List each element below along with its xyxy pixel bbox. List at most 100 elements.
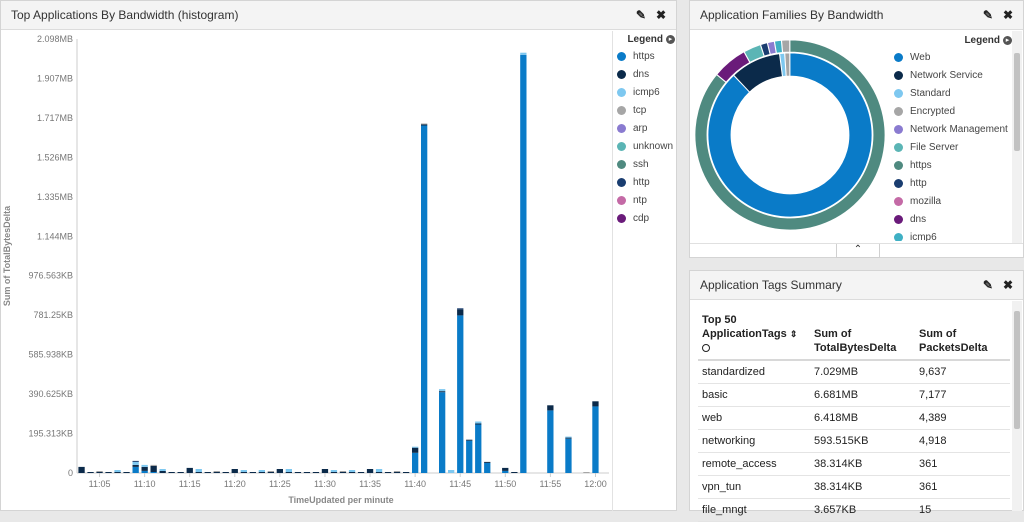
legend-item[interactable]: Encrypted: [894, 102, 1012, 120]
bar-segment-dns: [439, 391, 446, 393]
bar-segment-dns: [330, 472, 338, 473]
bar-segment-icmp6: [412, 446, 419, 448]
collapse-chevron-up-icon[interactable]: ⌃: [836, 244, 880, 258]
histogram-legend: Legend ▸ https dns icmp6 tcp arp unknown ssh ht…: [617, 31, 677, 227]
bar-segment-https: [457, 315, 464, 473]
table-row[interactable]: basic 6.681MB 7,177: [698, 383, 1010, 407]
legend-item[interactable]: tcp: [617, 101, 677, 119]
close-icon[interactable]: ✖: [1002, 8, 1013, 22]
edit-pencil-icon[interactable]: ✎: [982, 8, 993, 22]
bar-segment-dns: [366, 469, 374, 473]
table-row[interactable]: remote_access 38.314KB 361: [698, 452, 1010, 476]
table-cell-tag: vpn_tun: [698, 475, 810, 499]
outer-ring-slice[interactable]: [694, 39, 886, 231]
legend-label: tcp: [633, 104, 647, 116]
bar-segment-dns: [547, 405, 554, 411]
bar-segment-dns: [159, 471, 166, 473]
legend-swatch: [894, 52, 903, 62]
legend-item[interactable]: Network Management: [894, 120, 1012, 138]
table-cell-bytes: 38.314KB: [810, 475, 915, 499]
legend-swatch: [617, 195, 626, 205]
y-tick-label: 390.625KB: [28, 389, 73, 399]
bar-segment-dns: [195, 472, 202, 473]
bar-segment-dns: [285, 472, 292, 473]
table-row[interactable]: standardized 7.029MB 9,637: [698, 360, 1010, 384]
legend-toggle-icon[interactable]: ▸: [666, 34, 675, 44]
families-legend: Legend ▸ Web Network Service Standard Encry…: [894, 31, 1012, 241]
bar-segment-tcp: [339, 471, 347, 472]
bar-segment-dns: [78, 466, 85, 473]
table-scrollbar[interactable]: [1012, 301, 1022, 511]
table-row[interactable]: vpn_tun 38.314KB 361: [698, 475, 1010, 499]
close-icon[interactable]: ✖: [655, 8, 666, 22]
legend-item[interactable]: https: [617, 47, 677, 65]
table-cell-tag: remote_access: [698, 452, 810, 476]
edit-pencil-icon[interactable]: ✎: [982, 278, 993, 292]
bar-segment-dns: [457, 309, 464, 316]
legend-item[interactable]: ntp: [617, 191, 677, 209]
legend-item[interactable]: icmp6: [894, 228, 1012, 241]
legend-label: https: [910, 159, 932, 171]
search-icon[interactable]: [702, 344, 710, 352]
legend-item[interactable]: File Server: [894, 138, 1012, 156]
outer-ring-slice[interactable]: [781, 39, 791, 53]
bar-segment-dns: [186, 467, 193, 473]
table-cell-packets: 361: [915, 475, 1010, 499]
edit-pencil-icon[interactable]: ✎: [635, 8, 646, 22]
legend-label: File Server: [910, 141, 959, 153]
table-row[interactable]: file_mngt 3.657KB 15: [698, 498, 1010, 522]
bar-segment-icmp6: [348, 470, 356, 472]
x-tick-label: 11:35: [359, 479, 381, 489]
table-cell-bytes: 38.314KB: [810, 452, 915, 476]
legend-label: icmp6: [910, 231, 937, 242]
legend-item[interactable]: mozilla: [894, 192, 1012, 210]
close-icon[interactable]: ✖: [1002, 278, 1013, 292]
legend-item[interactable]: ssh: [617, 155, 677, 173]
sort-icon[interactable]: ⇕: [789, 329, 798, 339]
legend-swatch: [617, 159, 626, 169]
bar-segment-icmp6: [375, 469, 383, 472]
legend-label: mozilla: [910, 195, 942, 207]
bar-segment-dns: [168, 472, 175, 473]
legend-item[interactable]: arp: [617, 119, 677, 137]
legend-item[interactable]: http: [617, 173, 677, 191]
scroll-thumb[interactable]: [1014, 311, 1020, 429]
column-header-bytes[interactable]: Sum of TotalBytesDelta: [810, 313, 915, 361]
legend-item[interactable]: unknown: [617, 137, 677, 155]
table-row[interactable]: web 6.418MB 4,389: [698, 406, 1010, 430]
legend-item[interactable]: cdp: [617, 209, 677, 227]
table-row[interactable]: networking 593.515KB 4,918: [698, 429, 1010, 453]
inner-ring-slice[interactable]: [707, 52, 873, 218]
legend-item[interactable]: Standard: [894, 84, 1012, 102]
legend-swatch: [617, 213, 626, 223]
column-header-tags[interactable]: Top 50 ApplicationTags ⇕: [698, 313, 810, 361]
x-tick-label: 11:15: [179, 479, 201, 489]
legend-swatch: [617, 87, 626, 97]
legend-item[interactable]: https: [894, 156, 1012, 174]
legend-item[interactable]: Network Service: [894, 66, 1012, 84]
legend-label: http: [633, 176, 650, 188]
bar-segment-dns: [592, 401, 599, 407]
legend-label: ntp: [633, 194, 647, 206]
bar-segment-tcp: [393, 471, 401, 472]
inner-ring-slice[interactable]: [784, 52, 791, 77]
table-cell-bytes: 593.515KB: [810, 429, 915, 453]
legend-item[interactable]: http: [894, 174, 1012, 192]
bar-segment-dns: [312, 472, 320, 473]
table-cell-tag: standardized: [698, 360, 810, 384]
panel-header: Top Applications By Bandwidth (histogram…: [1, 1, 676, 30]
bar-segment-dns: [240, 472, 247, 473]
x-tick-label: 11:05: [89, 479, 111, 489]
column-header-line2: ApplicationTags: [702, 328, 787, 340]
column-header-packets[interactable]: Sum of PacketsDelta: [915, 313, 1010, 361]
legend-item[interactable]: dns: [617, 65, 677, 83]
legend-item[interactable]: dns: [894, 210, 1012, 228]
legend-scrollbar[interactable]: [1012, 31, 1022, 243]
legend-item[interactable]: icmp6: [617, 83, 677, 101]
scroll-thumb[interactable]: [1014, 53, 1020, 151]
legend-item[interactable]: Web: [894, 48, 1012, 66]
bar-segment-dns: [294, 472, 302, 473]
legend-toggle-icon[interactable]: ▸: [1003, 35, 1012, 45]
histogram-panel: Top Applications By Bandwidth (histogram…: [0, 0, 677, 511]
x-tick-label: 11:55: [539, 479, 561, 489]
